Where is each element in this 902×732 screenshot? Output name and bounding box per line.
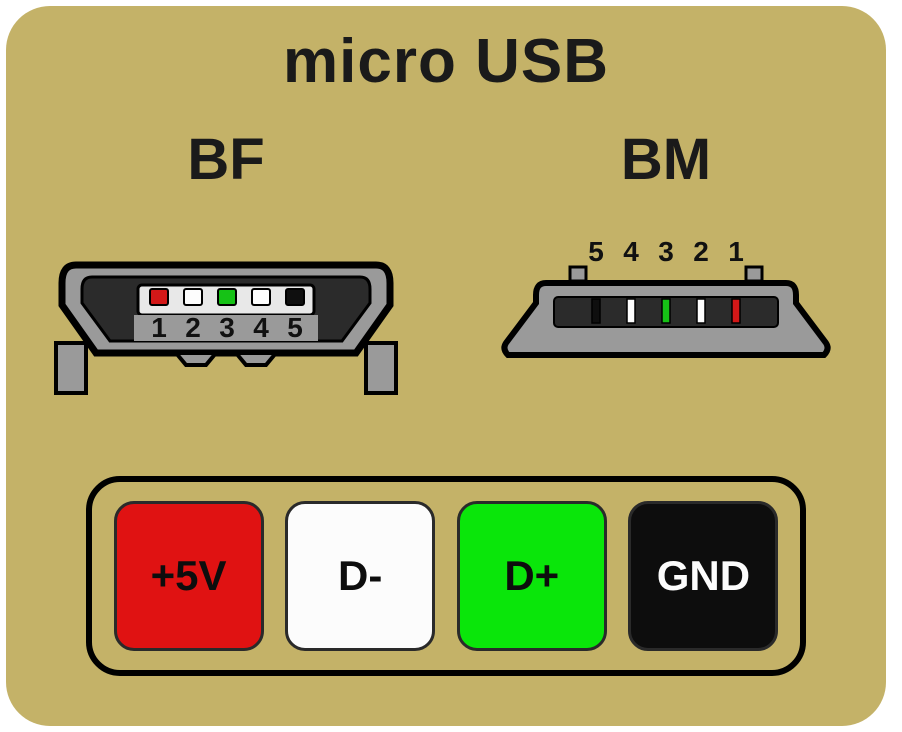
legend-item-gnd: GND [628, 501, 778, 651]
legend-label-dplus: D+ [504, 552, 559, 600]
bm-num-1: 1 [728, 236, 744, 267]
connectors-row: BF [6, 126, 886, 425]
bf-num-4: 4 [253, 312, 269, 343]
bf-pin-5 [286, 289, 304, 305]
bm-num-5: 5 [588, 236, 604, 267]
bf-pin-2 [184, 289, 202, 305]
legend-label-5v: +5V [151, 552, 227, 600]
bm-pin-1 [732, 299, 740, 323]
legend-item-dplus: D+ [457, 501, 607, 651]
legend-label-dminus: D- [338, 552, 382, 600]
bf-pin-4 [252, 289, 270, 305]
bf-pin-1 [150, 289, 168, 305]
connector-bf-drawing: 1 2 3 4 5 [26, 205, 426, 425]
bm-pin-2 [697, 299, 705, 323]
bm-num-3: 3 [658, 236, 674, 267]
connector-bm-label: BM [621, 126, 711, 193]
bm-pin-4 [627, 299, 635, 323]
connector-bf-label: BF [187, 126, 264, 193]
bm-num-2: 2 [693, 236, 709, 267]
bm-pin-numbers: 5 4 3 2 1 [588, 236, 744, 267]
connector-bf: BF [16, 126, 436, 425]
diagram-panel: micro USB BF [6, 6, 886, 726]
bf-num-1: 1 [151, 312, 167, 343]
diagram-title: micro USB [6, 26, 886, 97]
connector-bm: BM 5 4 3 2 1 [456, 126, 876, 405]
bf-num-2: 2 [185, 312, 201, 343]
connector-bm-drawing: 5 4 3 2 1 [476, 205, 856, 405]
legend-item-dminus: D- [285, 501, 435, 651]
bf-pin-3 [218, 289, 236, 305]
bf-num-3: 3 [219, 312, 235, 343]
legend-box: +5V D- D+ GND [86, 476, 806, 676]
bf-num-5: 5 [287, 312, 303, 343]
legend-item-5v: +5V [114, 501, 264, 651]
bm-num-4: 4 [623, 236, 639, 267]
bm-pin-5 [592, 299, 600, 323]
legend-label-gnd: GND [657, 552, 750, 600]
bm-pin-3 [662, 299, 670, 323]
